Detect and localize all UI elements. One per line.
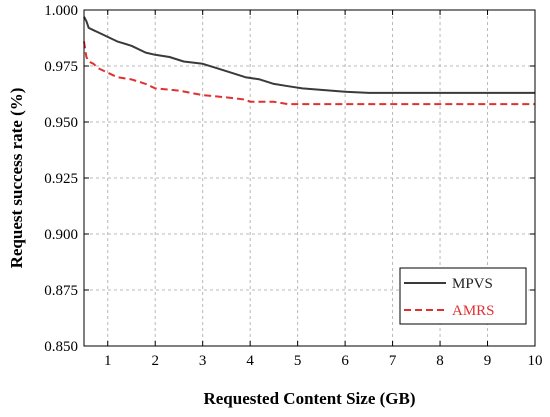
x-tick-label: 9 bbox=[484, 353, 492, 369]
x-tick-label: 8 bbox=[436, 353, 444, 369]
x-tick-label: 10 bbox=[528, 353, 543, 369]
y-tick-label: 0.950 bbox=[44, 115, 78, 131]
y-tick-label: 0.875 bbox=[44, 283, 78, 299]
y-tick-label: 0.900 bbox=[44, 227, 78, 243]
x-tick-label: 6 bbox=[341, 353, 349, 369]
legend-label-mpvs: MPVS bbox=[452, 276, 493, 292]
series-layer bbox=[83, 16, 535, 106]
y-axis-ticks: 0.850 0.875 0.900 0.925 0.950 0.975 1.000 bbox=[44, 3, 535, 355]
y-axis-title: Request success rate (%) bbox=[7, 88, 26, 269]
series-line-mpvs bbox=[83, 16, 535, 94]
x-axis-title: Requested Content Size (GB) bbox=[203, 389, 415, 408]
legend-box bbox=[399, 267, 527, 325]
y-tick-label: 0.975 bbox=[44, 59, 78, 75]
x-tick-label: 1 bbox=[104, 353, 112, 369]
x-tick-label: 4 bbox=[246, 353, 254, 369]
series-line-amrs bbox=[83, 41, 535, 106]
y-tick-label: 0.925 bbox=[44, 171, 78, 187]
y-tick-label: 1.000 bbox=[44, 3, 78, 19]
x-tick-label: 5 bbox=[294, 353, 302, 369]
x-axis-ticks: 1 2 3 4 5 6 7 8 9 10 bbox=[104, 10, 543, 369]
y-tick-label: 0.850 bbox=[44, 339, 78, 355]
legend: MPVS AMRS bbox=[399, 267, 527, 325]
x-tick-label: 3 bbox=[199, 353, 207, 369]
x-tick-label: 7 bbox=[389, 353, 397, 369]
x-tick-label: 2 bbox=[151, 353, 159, 369]
legend-label-amrs: AMRS bbox=[452, 303, 495, 319]
